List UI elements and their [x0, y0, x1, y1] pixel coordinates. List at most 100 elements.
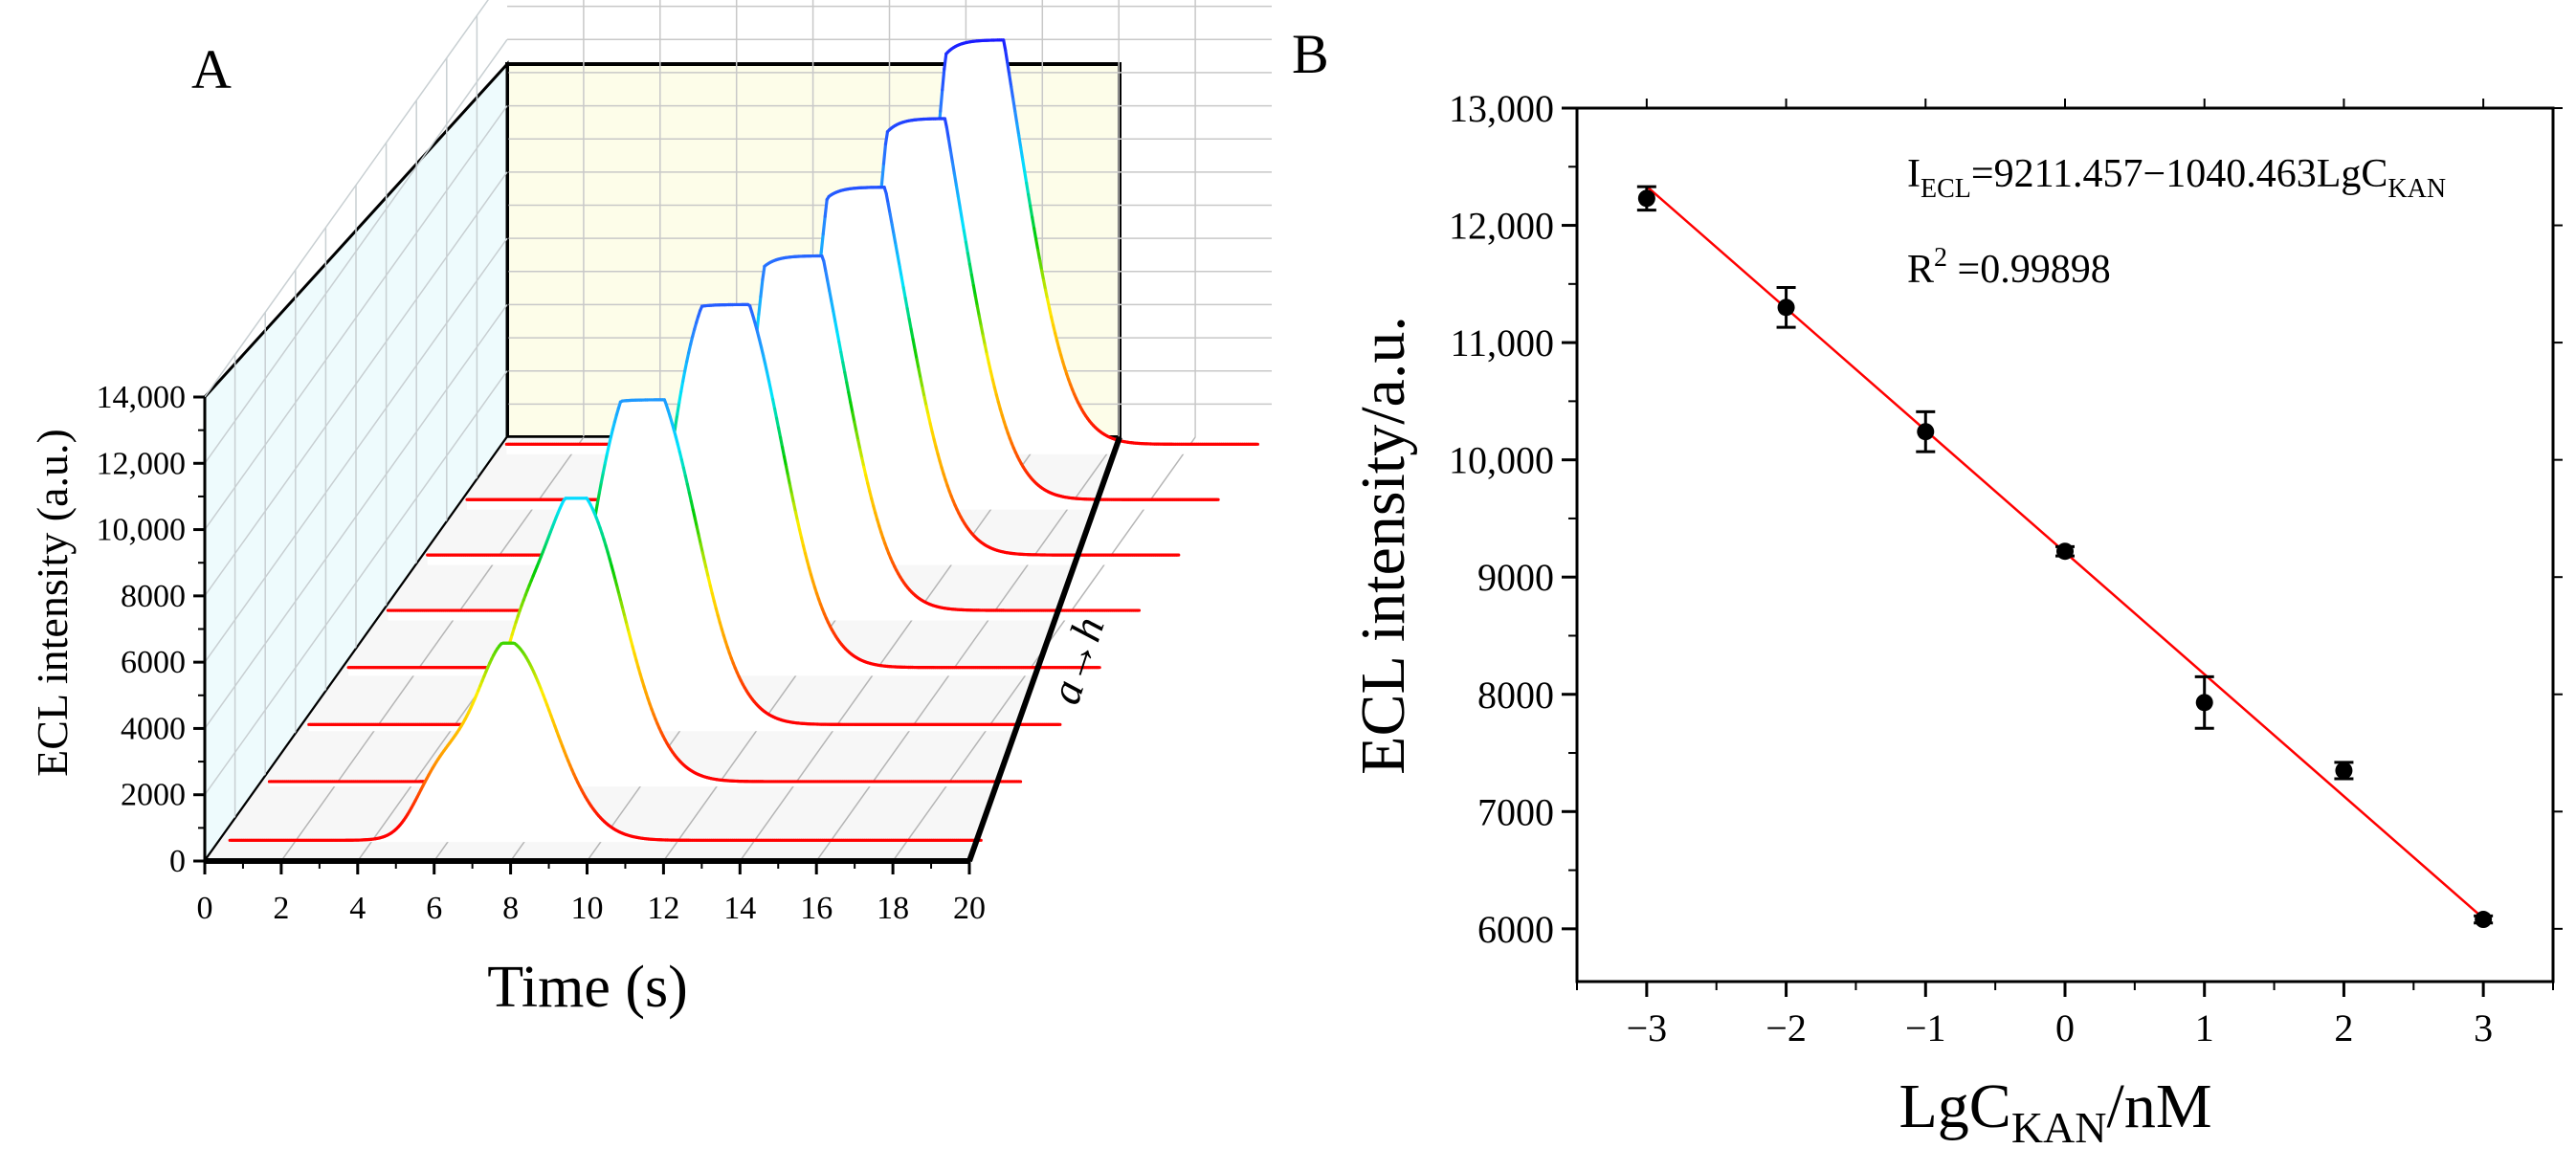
panel-a-depth-axis — [966, 435, 1122, 863]
series-h-line — [1042, 278, 1048, 292]
x-tick-label: 0 — [2055, 1006, 2075, 1049]
series-g-line — [950, 161, 957, 176]
series-g-line — [983, 343, 988, 356]
data-point-group — [1636, 185, 1656, 212]
series-d-line — [770, 397, 777, 410]
series-d-line — [674, 412, 679, 429]
panel-a-x-axis-label: Time (s) — [487, 955, 688, 1020]
series-h-line — [1036, 248, 1042, 262]
series-d-line — [774, 416, 781, 430]
series-d-line — [789, 493, 796, 505]
series-g-line — [971, 284, 977, 298]
series-d-line — [676, 401, 681, 416]
series-f-line — [886, 202, 892, 216]
panel-b-x-axis-label: LgCKAN/nM — [1899, 1072, 2211, 1152]
series-e-line — [847, 390, 853, 405]
x-tick-label: 1 — [2195, 1006, 2214, 1049]
series-d-line — [768, 388, 775, 402]
equation-rhs: =9211.457−1040.463LgC — [1971, 152, 2387, 196]
series-g-line — [973, 294, 979, 308]
series-h-line — [943, 52, 948, 71]
series-e-line — [824, 269, 830, 283]
x-tick-label: 14 — [723, 891, 756, 926]
equation-lhs: I — [1907, 152, 1921, 196]
x-tick-label: −3 — [1627, 1006, 1668, 1049]
series-h-line — [1008, 73, 1013, 89]
y-tick-label: 6000 — [121, 645, 186, 680]
series-g-line — [975, 304, 981, 319]
series-g-line — [956, 195, 962, 210]
y-tick-label: 8000 — [121, 579, 186, 614]
series-d-line — [778, 435, 785, 449]
series-h-line — [1011, 97, 1017, 113]
y-tick-label: 2000 — [121, 778, 186, 813]
series-f-line — [903, 296, 909, 310]
series-c-line — [597, 480, 604, 495]
x-tick-label: 2 — [273, 891, 289, 926]
series-h-line — [1044, 288, 1050, 301]
series-h-line — [1017, 133, 1023, 149]
series-c-line — [599, 471, 606, 484]
y-tick-label: 6000 — [1477, 908, 1554, 951]
x-tick-label: 4 — [349, 891, 366, 926]
series-e-line — [855, 430, 860, 443]
series-d-line — [788, 483, 794, 497]
r2-value: =0.99898 — [1947, 248, 2111, 292]
y-tick-label: 4000 — [121, 711, 186, 746]
series-g-line — [883, 130, 890, 146]
series-f-line — [890, 222, 896, 236]
series-d-line — [677, 389, 683, 405]
series-d-fill — [348, 304, 1102, 676]
series-f-line — [919, 377, 924, 390]
x-label-main: LgC — [1899, 1072, 2010, 1141]
y-tick-label: 12,000 — [1449, 205, 1554, 248]
series-e-line — [757, 295, 763, 316]
series-e-line — [822, 259, 828, 273]
y-tick-label: 12,000 — [97, 446, 187, 481]
series-f-line — [892, 232, 898, 247]
x-tick-label: 6 — [426, 891, 442, 926]
series-d-line — [780, 445, 787, 458]
series-e-line — [759, 277, 765, 298]
series-e-line — [839, 350, 845, 365]
y-tick-label: 14,000 — [97, 380, 187, 415]
series-f-line — [821, 214, 827, 236]
series-h-line — [1006, 60, 1011, 77]
series-g-line — [943, 117, 949, 130]
series-e-line — [830, 299, 835, 314]
series-g-line — [879, 162, 886, 186]
series-g-line — [958, 207, 964, 222]
panel-a-axes: 0 2 4 6 8 10 12 14 16 18 20 0 2000 4000 6000 8000 10,000… — [97, 380, 987, 926]
data-point-group — [1776, 286, 1796, 329]
panel-b-points — [1636, 185, 2494, 929]
panel-b-label: B — [1292, 23, 1329, 85]
series-e-line — [837, 341, 843, 354]
x-tick-label: 10 — [571, 891, 604, 926]
panel-a-left-grid — [204, 0, 508, 819]
series-e-line — [761, 264, 766, 281]
series-e-line — [845, 381, 851, 394]
series-d-line — [786, 474, 792, 487]
series-b-fill — [269, 497, 1023, 787]
series-c-line — [595, 491, 602, 505]
data-point-group — [2474, 911, 2494, 929]
series-e-line — [851, 410, 856, 424]
series-g-line — [964, 240, 969, 255]
data-point — [1777, 298, 1795, 317]
panel-b-y-axis-label: ECL intensity/a.u. — [1348, 316, 1418, 775]
data-point — [1917, 423, 1935, 441]
series-f-line — [823, 197, 829, 218]
series-e-line — [849, 401, 855, 414]
series-h-line — [1015, 122, 1021, 137]
series-f-line — [905, 306, 911, 320]
data-point — [2195, 694, 2213, 712]
series-g-line — [944, 125, 951, 142]
series-h-line — [1025, 181, 1031, 196]
data-point-group — [2194, 674, 2214, 730]
x-tick-label: 12 — [647, 891, 679, 926]
r2-label: R — [1907, 248, 1934, 292]
series-h-line — [939, 88, 944, 113]
x-tick-label: 2 — [2334, 1006, 2353, 1049]
series-h-line — [1004, 48, 1010, 64]
series-c-line — [603, 452, 610, 465]
